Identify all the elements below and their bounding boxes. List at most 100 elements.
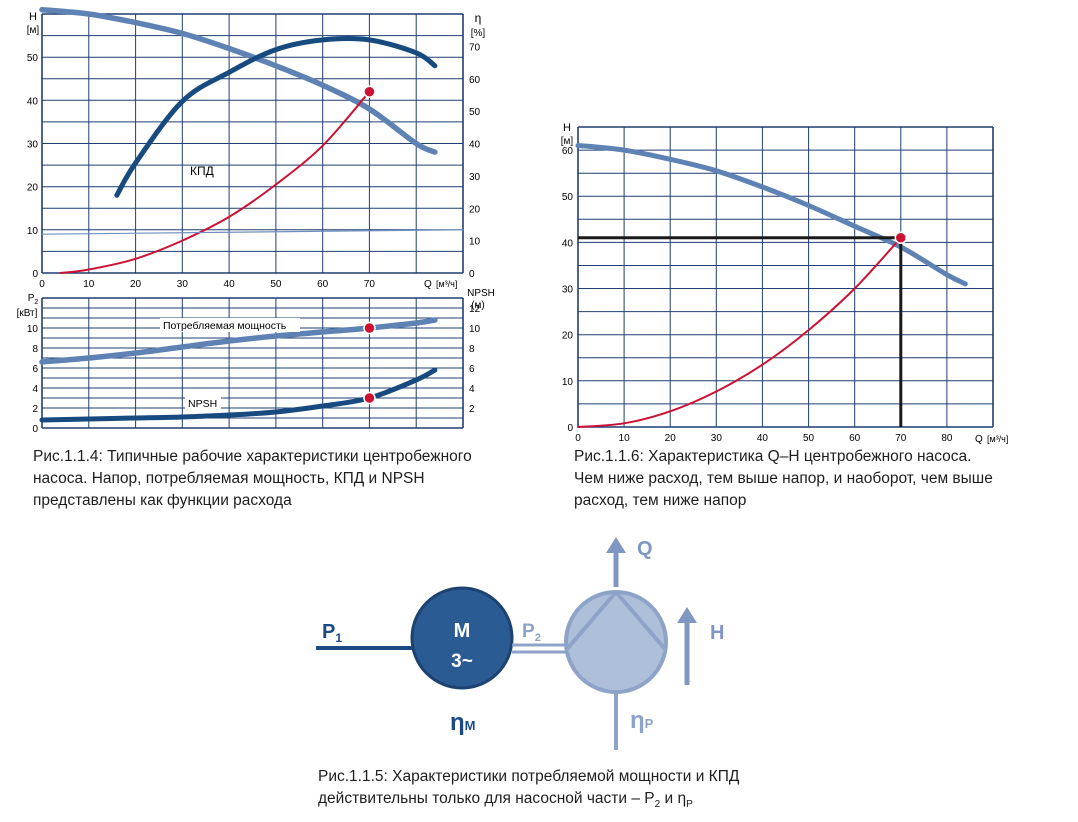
y-tick-label: 20 — [562, 331, 574, 342]
pump-motor-diagram: P1 M 3~ ηM P2 Q ηP H — [316, 537, 724, 750]
x-tick-label: 20 — [665, 433, 677, 444]
y-tick-label: 10 — [27, 226, 39, 237]
chart-a-p2-label: P2 — [28, 293, 39, 306]
y-tick-label: 8 — [32, 344, 38, 355]
motor-efficiency-label: ηM — [450, 709, 476, 736]
x-tick-label: 60 — [849, 433, 861, 444]
chart-a-top-ticks: 0 10 20 30 40 50 0 10 20 30 40 50 60 70 0 10 20 30 40 50 60 7… — [27, 42, 481, 290]
chart-b-y-unit: [м] — [561, 136, 574, 147]
chart-a-y-unit: [м] — [27, 25, 40, 36]
y2-tick-label: 0 — [469, 269, 475, 280]
x-tick-label: 80 — [941, 433, 953, 444]
npsh-label-bg — [185, 396, 221, 410]
y2-tick-label: 70 — [469, 42, 481, 53]
x-tick-label: 70 — [895, 433, 907, 444]
chart-a-npsh-curve — [39, 367, 438, 423]
caption-figure-1-1-5: Рис.1.1.5: Характеристики потребляемой м… — [318, 766, 838, 816]
chart-b-x-label: Q — [975, 434, 983, 445]
y2-tick-label: 60 — [469, 75, 481, 86]
y2-tick-label: 10 — [469, 237, 481, 248]
chart-a-bottom-grid — [41, 297, 464, 429]
flow-arrow-icon — [606, 537, 626, 553]
y2-tick-label: 12 — [469, 304, 481, 315]
y-tick-label: 40 — [27, 96, 39, 107]
caption-line-2-end-sub: P — [686, 799, 693, 811]
y-tick-label: 40 — [562, 238, 574, 249]
chart-a-power-curve — [39, 317, 438, 365]
y2-tick-label: 40 — [469, 140, 481, 151]
caption-line-1: Рис.1.1.5: Характеристики потребляемой м… — [318, 768, 740, 785]
chart-a-y2-label: η — [475, 11, 482, 25]
chart-a-npsh-axis-label: NPSH — [467, 288, 495, 299]
chart-b-grid — [577, 126, 994, 428]
x-tick-label: 50 — [270, 279, 282, 290]
chart-a-npsh-point — [363, 391, 376, 405]
chart-a-power-point — [363, 321, 376, 335]
chart-b-y-label: H — [563, 122, 571, 134]
y-tick-label: 50 — [562, 192, 574, 203]
shaft-power-label: P2 — [522, 621, 541, 644]
y2-tick-label: 30 — [469, 172, 481, 183]
x-tick-label: 10 — [619, 433, 631, 444]
power-label-bg — [160, 318, 300, 332]
chart-a-top-grid — [41, 13, 464, 274]
chart-a-top: 0 10 20 30 40 50 0 10 20 30 40 50 60 70 0 10 20 30 40 50 60 7… — [27, 6, 485, 290]
x-tick-label: 40 — [757, 433, 769, 444]
chart-a-x-unit: [м³/ч] — [436, 279, 457, 289]
y-tick-label: 30 — [27, 140, 39, 151]
chart-a-x-label: Q — [424, 279, 432, 290]
x-tick-label: 30 — [177, 279, 189, 290]
chart-b-ticks: 0 10 20 30 40 50 60 0 10 20 30 40 50 60 70 80 — [562, 146, 953, 444]
y-tick-label: 0 — [32, 424, 38, 435]
x-tick-label: 0 — [39, 279, 45, 290]
chart-a-npsh-label: NPSH — [188, 398, 217, 410]
chart-b-operating-lines — [578, 236, 903, 427]
caption-line-2-text: действительны только для насосной части … — [318, 790, 655, 807]
chart-a-efficiency-curve — [114, 35, 438, 198]
caption-figure-1-1-4: Рис.1.1.4: Типичные рабочие характеристи… — [33, 448, 472, 509]
motor-circle — [410, 586, 514, 690]
y-tick-label: 50 — [27, 53, 39, 64]
y-tick-label: 4 — [32, 384, 38, 395]
chart-a-operating-point — [363, 85, 376, 98]
caption-line-2-sub: 2 — [654, 799, 661, 811]
x-tick-label: 20 — [130, 279, 142, 290]
pump-efficiency-label: ηP — [630, 707, 654, 734]
y-tick-label: 6 — [32, 364, 38, 375]
x-tick-label: 10 — [83, 279, 95, 290]
chart-b-x-unit: [м³/ч] — [987, 434, 1008, 444]
y2-tick-label: 50 — [469, 107, 481, 118]
y2-tick-label: 20 — [469, 204, 481, 215]
head-arrow-icon — [677, 607, 697, 623]
flow-label: Q — [637, 538, 653, 560]
pump-impeller-line-right — [614, 590, 667, 651]
x-tick-label: 50 — [803, 433, 815, 444]
chart-b-system-curve — [577, 236, 902, 428]
chart-a-power-label: Потребляемая мощность — [163, 320, 287, 332]
chart-b-qh-curve — [575, 143, 968, 287]
chart-a-thin-curve — [41, 229, 464, 235]
y2-tick-label: 8 — [469, 344, 475, 355]
x-tick-label: 70 — [364, 279, 376, 290]
y-tick-label: 0 — [567, 423, 573, 434]
pump-circle — [564, 590, 668, 694]
y2-tick-label: 4 — [469, 384, 475, 395]
input-power-label: P1 — [322, 621, 342, 645]
caption-line-2-end: и η — [660, 790, 687, 807]
chart-a-bottom-ticks: 0 2 4 6 8 10 2 4 6 8 10 12 — [27, 304, 481, 435]
y-tick-label: 10 — [27, 324, 39, 335]
x-tick-label: 0 — [575, 433, 581, 444]
chart-a-npsh-axis-unit: (м) — [471, 300, 485, 311]
y2-tick-label: 10 — [469, 324, 481, 335]
pump-impeller-line-left — [565, 590, 618, 651]
y2-tick-label: 2 — [469, 404, 475, 415]
caption-line-2: действительны только для насосной части … — [318, 788, 838, 816]
chart-a-efficiency-label: КПД — [190, 164, 214, 178]
x-tick-label: 40 — [224, 279, 236, 290]
motor-label: M — [454, 620, 471, 642]
chart-a-system-curve — [59, 90, 371, 274]
y-tick-label: 2 — [32, 404, 38, 415]
y-tick-label: 60 — [562, 146, 574, 157]
chart-b: 0 10 20 30 40 50 60 0 10 20 30 40 50 60 70 80 H [м] Q [… — [561, 122, 1009, 445]
